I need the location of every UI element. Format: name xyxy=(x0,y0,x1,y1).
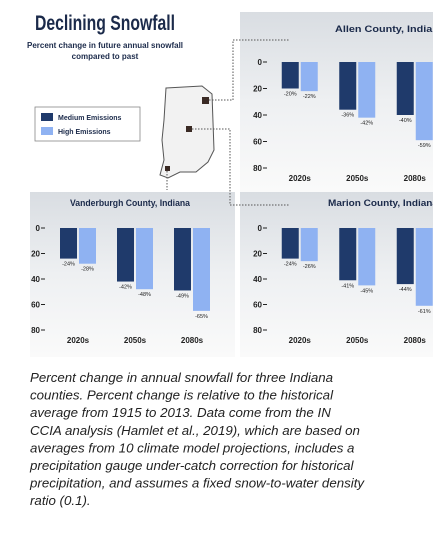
y-tick-label: 80 xyxy=(253,326,262,335)
x-tick-label: 2050s xyxy=(346,174,369,183)
x-tick-label: 2050s xyxy=(346,336,369,345)
legend xyxy=(34,106,141,142)
y-tick-label: 0 xyxy=(258,58,263,67)
bar xyxy=(358,228,376,286)
y-tick-label: 60 xyxy=(31,301,40,310)
bar xyxy=(117,228,134,282)
subtitle: compared to past xyxy=(72,52,139,61)
value-label: -42% xyxy=(360,121,373,127)
bar xyxy=(281,62,299,89)
value-label: -48% xyxy=(138,292,151,298)
caption-line: average from 1915 to 2013. Data come fro… xyxy=(30,405,331,420)
value-label: -20% xyxy=(284,92,297,98)
chart-title: Marion County, Indiana xyxy=(328,198,433,209)
caption-line: Percent change in annual snowfall for th… xyxy=(30,370,333,385)
x-tick-label: 2020s xyxy=(67,336,90,345)
x-tick-label: 2080s xyxy=(181,336,204,345)
value-label: -61% xyxy=(418,309,431,315)
y-tick-label: 20 xyxy=(31,250,40,259)
vanderburgh-marker xyxy=(165,166,170,171)
bar xyxy=(415,228,433,306)
marion-marker xyxy=(186,126,192,132)
bar xyxy=(300,228,318,262)
y-tick-label: 60 xyxy=(253,301,262,310)
bar xyxy=(339,228,357,281)
value-label: -24% xyxy=(284,262,297,268)
subtitle: Percent change in future annual snowfall xyxy=(27,41,183,50)
caption-line: counties. Percent change is relative to … xyxy=(30,388,334,403)
value-label: -40% xyxy=(399,118,412,124)
chart-title: Vanderburgh County, Indiana xyxy=(70,198,191,209)
y-tick-label: 80 xyxy=(253,164,262,173)
caption-line: precipitation gauge under-catch correcti… xyxy=(29,458,355,473)
chart-title: Allen County, Indiana xyxy=(335,24,433,35)
bar xyxy=(396,228,414,285)
value-label: -49% xyxy=(176,293,189,299)
connector xyxy=(192,128,290,206)
bar xyxy=(60,228,77,259)
x-tick-label: 2080s xyxy=(404,336,427,345)
y-tick-label: 80 xyxy=(31,326,40,335)
value-label: -28% xyxy=(81,267,94,273)
value-label: -44% xyxy=(399,287,412,293)
bar xyxy=(300,62,318,92)
bar xyxy=(358,62,376,118)
bar xyxy=(136,228,153,290)
x-tick-label: 2020s xyxy=(289,174,312,183)
value-label: -45% xyxy=(360,288,373,294)
caption-line: precipitation, and assumes a fixed snow-… xyxy=(29,476,365,491)
value-label: -42% xyxy=(119,285,132,291)
legend-label: Medium Emissions xyxy=(58,115,122,122)
bar xyxy=(415,62,433,141)
caption-line: CCIA analysis (Hamlet et al., 2019), whi… xyxy=(30,423,360,438)
bar xyxy=(193,228,210,311)
x-tick-label: 2020s xyxy=(289,336,312,345)
bar xyxy=(174,228,191,291)
y-tick-label: 40 xyxy=(253,275,262,284)
allen-marker xyxy=(202,97,209,104)
y-tick-label: 20 xyxy=(253,250,262,259)
y-tick-label: 0 xyxy=(258,224,263,233)
connector xyxy=(209,39,290,101)
caption-line: averages from 10 climate model projectio… xyxy=(30,440,354,455)
title: Declining Snowfall xyxy=(35,12,175,35)
value-label: -59% xyxy=(418,143,431,149)
legend-label: High Emissions xyxy=(58,129,111,136)
value-label: -41% xyxy=(341,283,354,289)
value-label: -26% xyxy=(303,264,316,270)
legend-swatch xyxy=(41,113,53,121)
bar xyxy=(79,228,96,264)
y-tick-label: 40 xyxy=(253,111,262,120)
y-tick-label: 40 xyxy=(31,275,40,284)
bar xyxy=(339,62,357,110)
x-tick-label: 2080s xyxy=(404,174,427,183)
value-label: -36% xyxy=(341,113,354,119)
value-label: -65% xyxy=(195,314,208,320)
value-label: -24% xyxy=(62,262,75,268)
y-tick-label: 60 xyxy=(253,138,262,147)
y-tick-label: 20 xyxy=(253,85,262,94)
y-tick-label: 0 xyxy=(36,224,41,233)
x-tick-label: 2050s xyxy=(124,336,147,345)
bar xyxy=(396,62,414,115)
bar xyxy=(281,228,299,259)
value-label: -22% xyxy=(303,94,316,100)
legend-swatch xyxy=(41,127,53,135)
caption-line: ratio (0.1). xyxy=(30,493,91,508)
